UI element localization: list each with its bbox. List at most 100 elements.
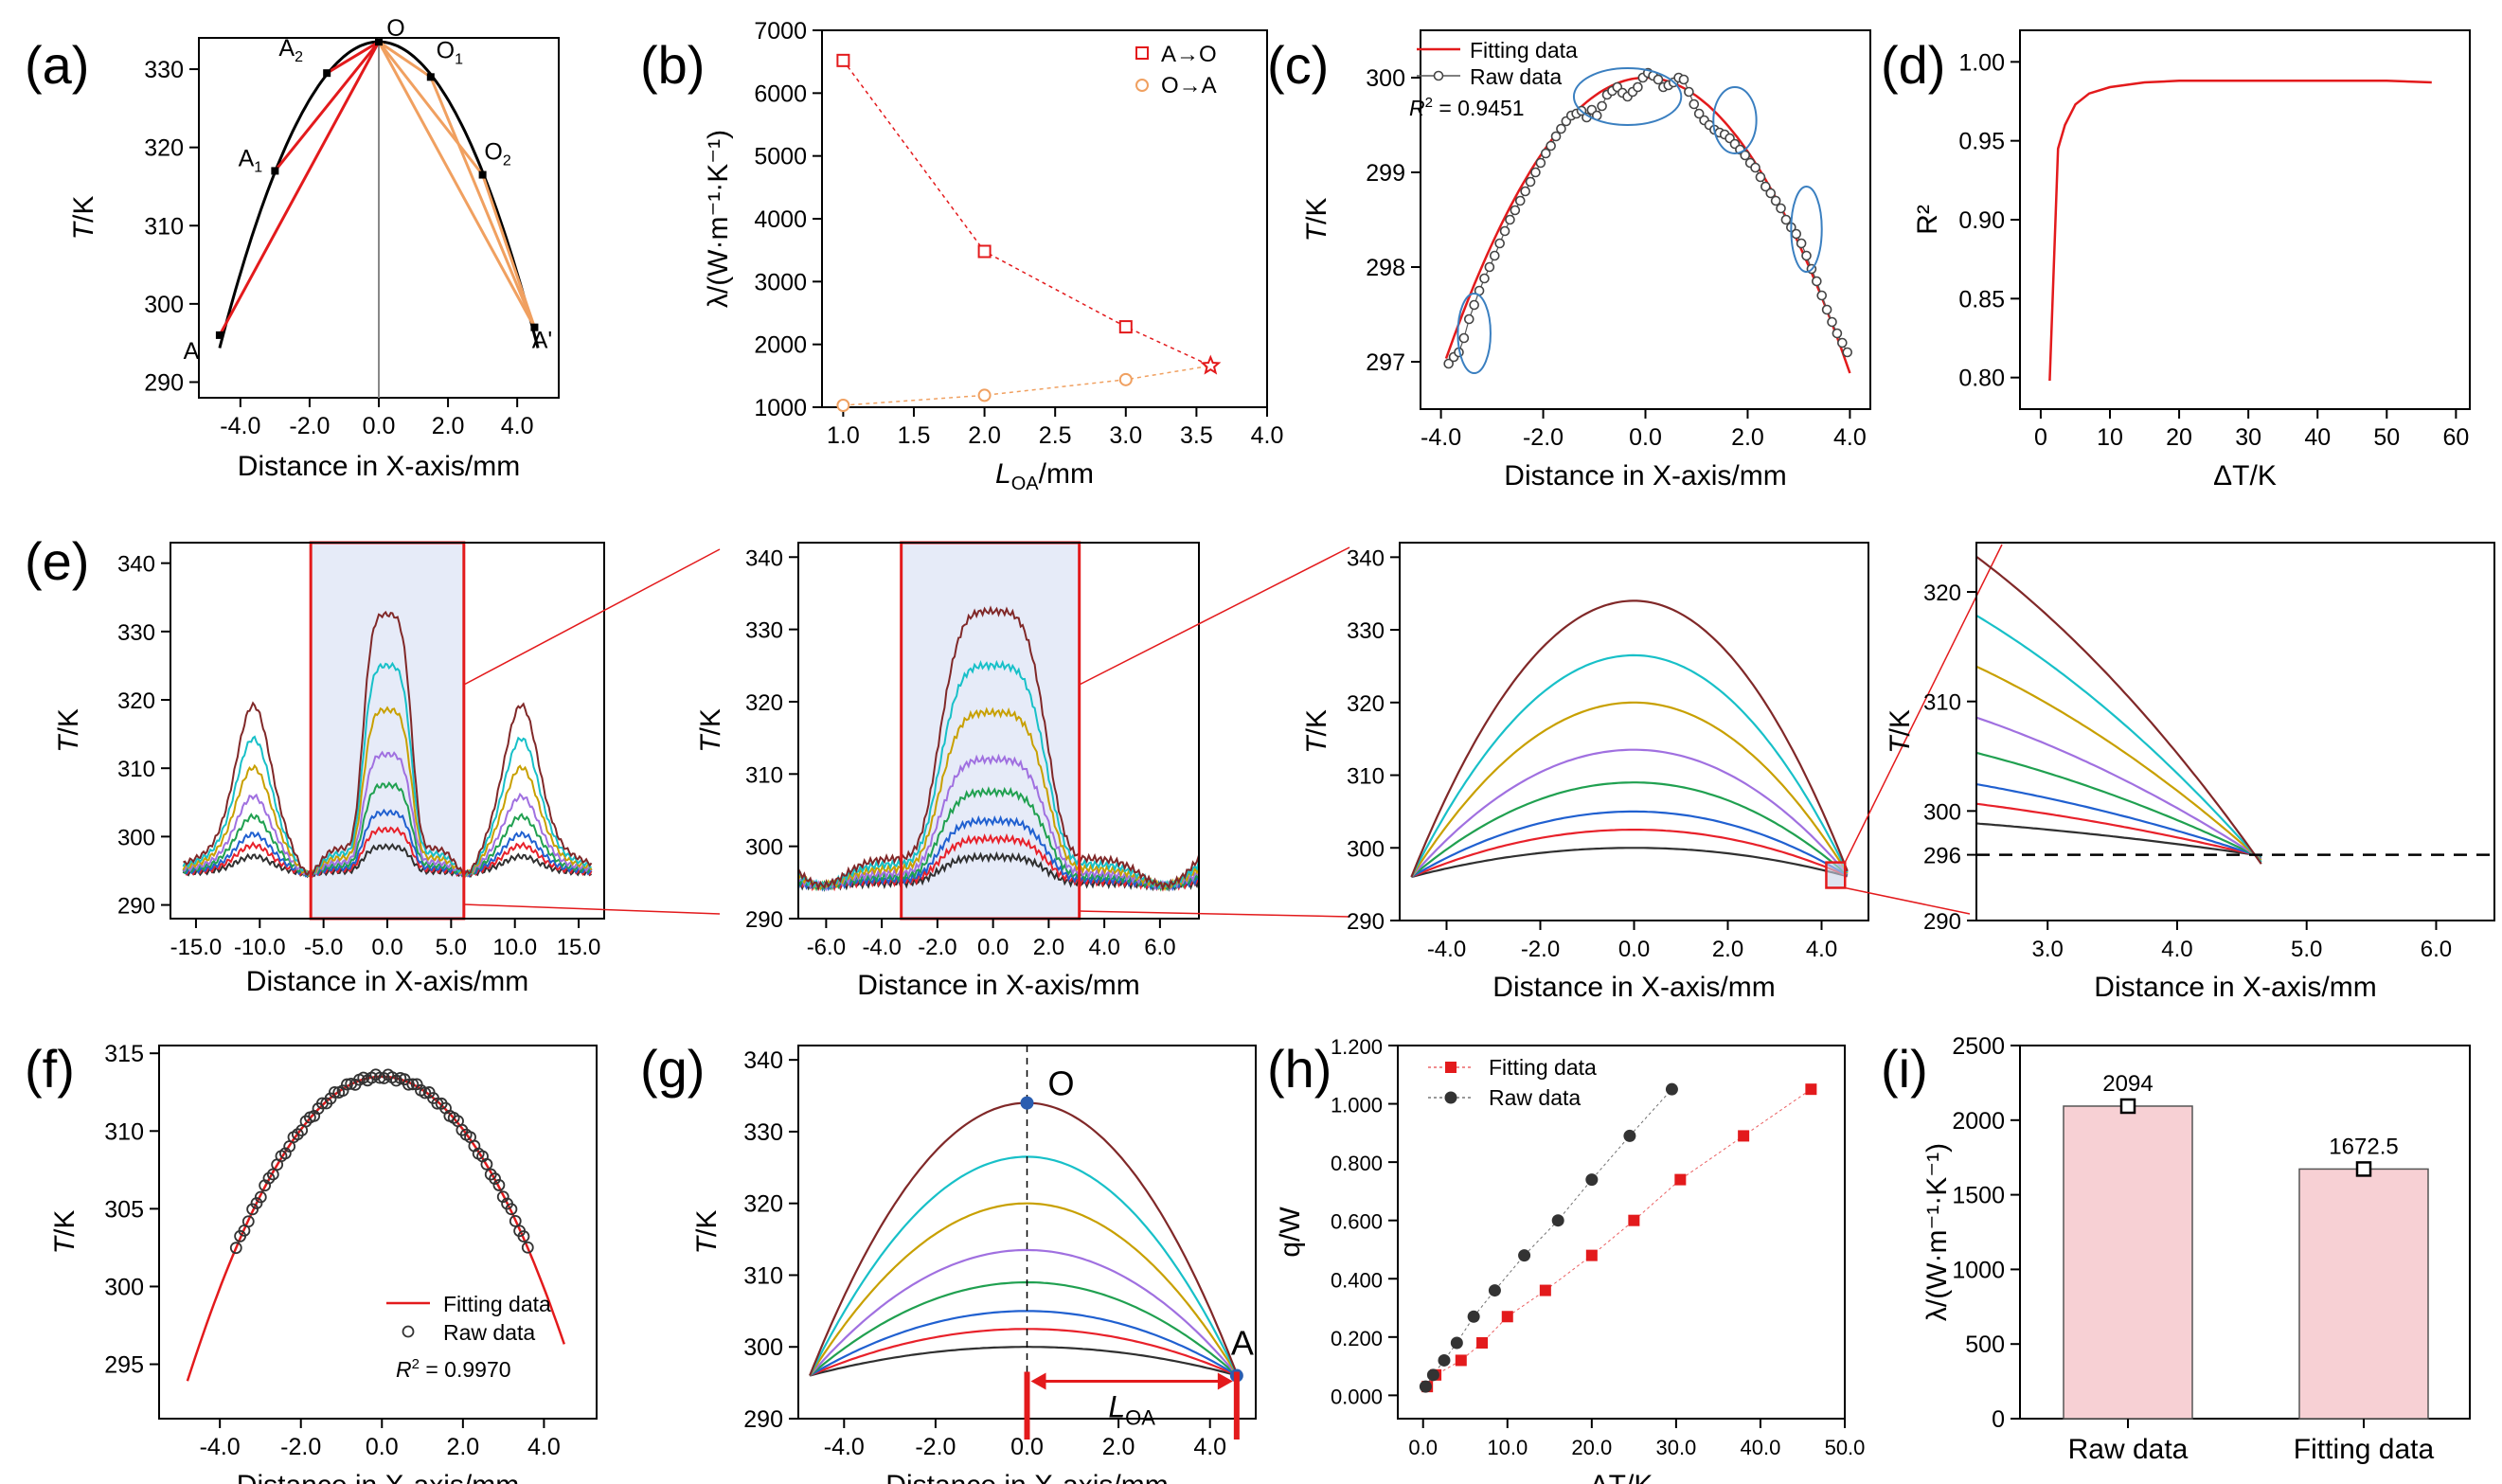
fitting-data-point [1585,1249,1598,1261]
y-tick-label: 0.800 [1331,1152,1383,1175]
y-axis-title-symbol: T [1301,734,1332,754]
y-tick-label: 300 [745,835,783,861]
y-tick-label: 310 [144,213,184,240]
y-axis-title-symbol: T [68,220,99,240]
x-tick-label: -2.0 [1521,937,1560,962]
panel-e3: -4.0 -2.0 0.0 2.0 4.0 290 300 310 320 330 340 Dista… [1301,542,2003,1003]
y-tick-label: 290 [144,369,184,396]
y-axis-title: λ/(W·m⁻¹·K⁻¹) [703,130,734,308]
point-annotation: O1 [437,37,463,67]
r-squared-exponent: 2 [1425,95,1433,111]
raw-point [1684,86,1694,98]
y-axis-title: T/K [68,196,99,241]
chord-line-orange [377,41,484,176]
raw-point [489,1172,501,1185]
panel-letter-h: (h) [1267,1039,1331,1099]
y-tick-label: 4000 [754,206,807,233]
y-tick-label: 310 [745,762,783,788]
y-tick-label: 340 [743,1047,783,1074]
x-tick-label: 0.0 [1408,1436,1438,1459]
span-arrow-right [1217,1372,1233,1390]
point-A-label: A [1231,1324,1254,1363]
bar-value-label: 2094 [2102,1071,2153,1097]
x-tick-label: 20.0 [1571,1436,1612,1459]
x-tick-label: 15.0 [557,935,601,960]
y-axis-title-unit: /K [691,1210,723,1237]
y-tick-label: 320 [144,135,184,162]
x-axis-title-unit: /mm [1039,458,1094,490]
y-tick-label: 340 [745,545,783,571]
x-tick-label: 10 [2097,424,2123,451]
y-axis-title: R² [1912,205,1943,235]
y-axis-title-unit: /K [1301,198,1332,224]
legend-marker-circle [1444,1091,1457,1104]
x-tick-label: 50 [2373,424,2400,451]
x-tick-label: 2.0 [1731,424,1764,451]
panel-letters: (a) (b) (c) (d) (e) (f) (g) (h) (i) [25,35,1945,1099]
plot-frame [1397,1045,1846,1420]
x-tick-label: 2.0 [1712,937,1743,962]
zoom-connector [463,903,721,915]
panels-layer: -4.0 -2.0 0.0 2.0 4.0290300310320330Distance… [49,15,2495,1484]
fitting-data-point [1455,1354,1467,1367]
point-annotation-letter: O [437,37,455,63]
raw-point [246,1203,259,1216]
raw-point [336,1084,349,1098]
point-O [1020,1096,1034,1110]
plot-frame [1975,542,2495,921]
point-annotation-letter: A' [532,328,552,354]
panel-letter-f: (f) [25,1039,75,1099]
chord-line-orange [378,40,432,79]
fitted-series [809,1155,1237,1376]
x-tick-label: 0.0 [1618,937,1650,962]
clipped-series-group [1976,555,2262,865]
plot-frame [797,542,1200,920]
raw-point [410,1078,423,1091]
x-tick-label: -6.0 [807,935,846,960]
panel-letter-b: (b) [640,35,705,95]
y-axis-title-symbol: T [695,733,726,753]
panel-letter-i: (i) [1881,1039,1928,1099]
point-annotation-letter: A [184,338,200,365]
fitted-series [809,1310,1236,1377]
raw-point [254,1190,267,1204]
point-annotation-letter: O [484,139,502,166]
point-annotation-sub: 1 [254,159,262,175]
panel-letter-e: (e) [25,531,89,591]
fitting-data-point [1805,1083,1817,1096]
x-tick-label: 20 [2166,424,2192,451]
x-tick-label: 30 [2235,424,2261,451]
x-tick-label: 5.0 [2291,937,2322,962]
x-tick-label: -4.0 [824,1434,865,1460]
data-point-square [1118,320,1133,334]
raw-point [1458,332,1470,344]
r-squared-exponent: 2 [412,1356,420,1372]
x-tick-label: -2.0 [280,1434,321,1460]
legend-marker-square [1445,1062,1457,1073]
panel-h: 0.0 10.0 20.0 30.0 40.0 50.0 0.000 0.200 0.400 0.… [1275,1035,1865,1484]
temperature-series [182,808,593,878]
fitted-series [1411,847,1848,879]
x-axis-title: LOA/mm [995,458,1094,494]
temperature-series [797,753,1200,892]
temperature-series [182,842,593,879]
temperature-series [797,605,1200,892]
series-line [1424,1088,1672,1387]
temperature-series [183,610,593,878]
y-axis-title-unit: /K [68,196,99,223]
x-tick-label: 0.0 [366,1434,399,1460]
raw-point [1556,123,1566,134]
point-annotation-sub: 2 [295,49,303,65]
zoom-connector [1079,546,1350,686]
y-tick-label: 0.200 [1331,1327,1383,1350]
highlight-ellipse [1457,293,1492,374]
zoomed-series [1976,555,2262,865]
raw-point [299,1115,313,1128]
y-axis-title: T/K [1301,709,1332,754]
temperature-series [183,826,593,879]
y-axis-title-symbol: T [691,1234,723,1254]
span-label: LOA [1108,1390,1155,1430]
y-tick-label: 290 [743,1406,783,1433]
chord-line-red [326,40,380,75]
y-axis-title: λ/(W·m⁻¹·K⁻¹) [1921,1143,1953,1321]
